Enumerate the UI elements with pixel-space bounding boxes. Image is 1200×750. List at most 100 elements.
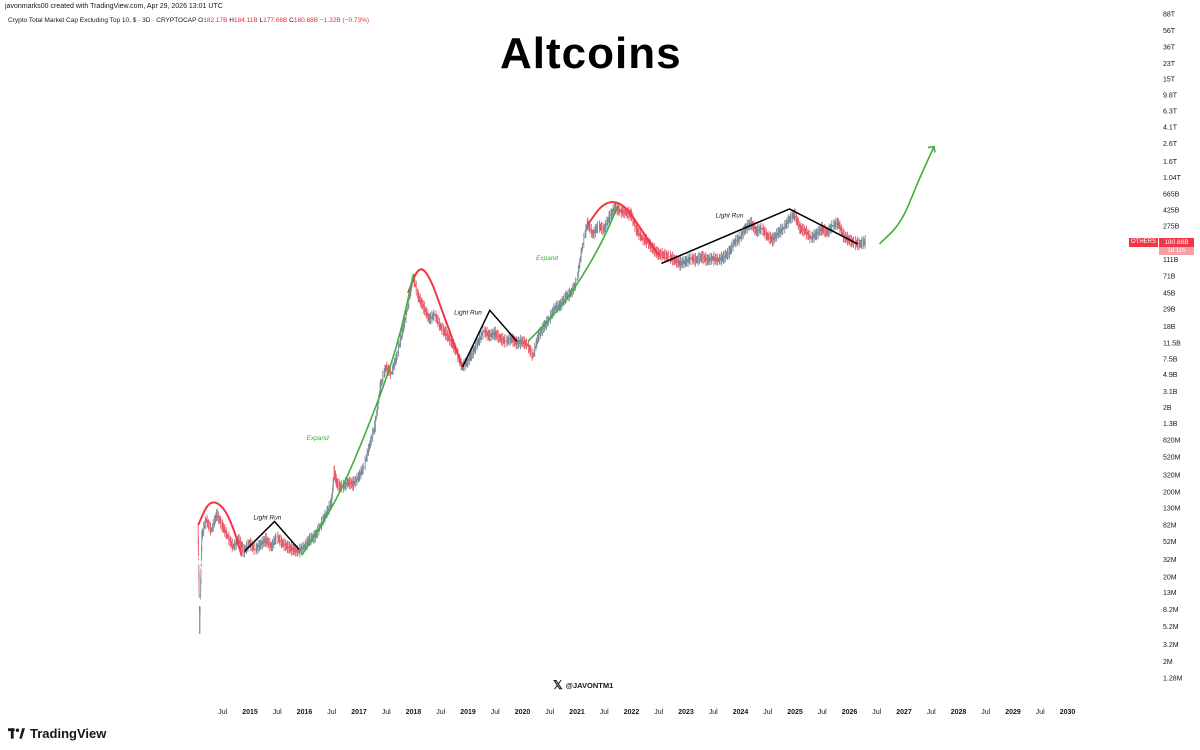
y-tick-label: 3.2M [1163, 642, 1179, 649]
y-tick-label: 36T [1163, 44, 1176, 51]
watermark-handle: @JAVONTM1 [565, 680, 614, 690]
x-tick-label: 2020 [515, 709, 531, 716]
x-tick-label: 2022 [624, 709, 640, 716]
y-tick-label: 15T [1163, 77, 1176, 84]
green-arc [527, 205, 619, 343]
black-trendline [661, 208, 859, 265]
open-label: O [198, 17, 204, 24]
red-arc [197, 501, 243, 557]
price-tag-value: 180.88B [1159, 238, 1194, 247]
y-tick-label: 4.1T [1163, 124, 1178, 131]
trend-drawings [197, 145, 936, 557]
y-tick-label: 13M [1163, 590, 1177, 597]
y-tick-label: 4.9B [1163, 372, 1178, 379]
annotation-label: Expand [307, 435, 329, 442]
time-axis[interactable]: Jul 2015 Jul 2016 Jul 2017 Jul 2018 Jul 2019 Jul 20… [218, 709, 1075, 716]
red-arc [587, 201, 660, 256]
arrow-head [927, 145, 936, 153]
open-value: 182.17B [203, 17, 228, 24]
y-tick-label: 1.04T [1163, 175, 1182, 182]
y-tick-label: 320M [1163, 472, 1181, 479]
y-tick-label: 8.2M [1163, 607, 1179, 614]
bar-countdown: 1d 11h [1159, 247, 1194, 255]
price-series [197, 202, 866, 634]
x-tick-label: Jul [327, 709, 336, 716]
y-tick-label: 71B [1163, 274, 1176, 281]
y-tick-label: 2M [1163, 659, 1173, 666]
x-tick-label: Jul [218, 709, 227, 716]
low-label: L [259, 17, 264, 24]
y-tick-label: 2.6T [1163, 141, 1178, 148]
tradingview-brand: TradingView [30, 726, 107, 741]
symbol-description: Crypto Total Market Cap Excluding Top 10… [8, 17, 197, 24]
high-label: H [229, 17, 234, 24]
x-tick-label: Jul [981, 709, 990, 716]
annotations: Light Run Expand Light Run Expand Light Run [254, 212, 744, 521]
x-tick-label: Jul [818, 709, 827, 716]
black-trendline [244, 520, 300, 552]
x-tick-label: 2024 [733, 709, 749, 716]
x-tick-label: Jul [436, 709, 445, 716]
close-label: C [289, 17, 294, 24]
black-trendline [461, 308, 518, 368]
y-tick-label: 200M [1163, 490, 1181, 497]
tradingview-logo-icon [8, 728, 25, 739]
symbol-legend: Crypto Total Market Cap Excluding Top 10… [8, 17, 369, 24]
annotation-label: Light Run [454, 309, 482, 316]
x-tick-label: Jul [491, 709, 500, 716]
change-value: −1.32B (−0.73%) [319, 17, 370, 24]
y-tick-label: 3.1B [1163, 389, 1178, 396]
y-tick-label: 45B [1163, 290, 1176, 297]
y-tick-label: 88T [1163, 12, 1176, 19]
low-value: 177.66B [263, 17, 288, 24]
y-tick-label: 6.3T [1163, 109, 1178, 116]
x-tick-label: Jul [654, 709, 663, 716]
y-tick-label: 1.6T [1163, 159, 1178, 166]
x-tick-label: Jul [763, 709, 772, 716]
y-tick-label: 275B [1163, 224, 1180, 231]
x-tick-label: 2025 [787, 709, 803, 716]
x-tick-label: Jul [382, 709, 391, 716]
x-tick-label: Jul [927, 709, 936, 716]
y-tick-label: 111B [1163, 257, 1179, 264]
price-axis[interactable]: 1.28M 2M 3.2M 5.2M 8.2M 13M 20M 32M 52M 82M 130M 20… [1163, 12, 1183, 683]
y-tick-label: 1.3B [1163, 421, 1178, 428]
author-watermark: 𝕏 @JAVONTM1 [553, 679, 613, 691]
x-tick-label: Jul [273, 709, 282, 716]
y-tick-label: 29B [1163, 307, 1176, 314]
y-tick-label: 9.8T [1163, 92, 1178, 99]
y-tick-label: 56T [1163, 28, 1176, 35]
y-tick-label: 23T [1163, 61, 1176, 68]
x-tick-label: 2023 [678, 709, 694, 716]
y-tick-label: 820M [1163, 438, 1181, 445]
high-value: 184.11B [233, 17, 258, 24]
green-arc [878, 146, 935, 245]
x-tick-label: Jul [600, 709, 609, 716]
annotation-label: Expand [536, 255, 558, 262]
tradingview-logo[interactable]: TradingView [8, 726, 106, 741]
y-tick-label: 11.5B [1163, 341, 1181, 348]
y-tick-label: 2B [1163, 405, 1172, 412]
x-tick-label: 2028 [951, 709, 967, 716]
y-tick-label: 1.28M [1163, 676, 1183, 683]
annotation-label: Light Run [254, 515, 282, 522]
x-tick-label: 2019 [460, 709, 476, 716]
y-tick-label: 5.2M [1163, 624, 1179, 631]
x-tick-label: 2015 [242, 709, 258, 716]
y-tick-label: 20M [1163, 574, 1177, 581]
x-logo-icon: 𝕏 [553, 678, 563, 692]
chart-credit: javonmarks00 created with TradingView.co… [5, 3, 223, 10]
x-tick-label: 2026 [842, 709, 858, 716]
y-tick-label: 425B [1163, 208, 1180, 215]
x-tick-label: 2029 [1005, 709, 1021, 716]
x-tick-label: 2027 [896, 709, 912, 716]
y-tick-label: 130M [1163, 505, 1181, 512]
y-tick-label: 18B [1163, 324, 1176, 331]
close-value: 180.88B [293, 17, 319, 24]
x-tick-label: Jul [1036, 709, 1045, 716]
y-tick-label: 520M [1163, 454, 1181, 461]
y-tick-label: 32M [1163, 557, 1177, 564]
x-tick-label: Jul [709, 709, 718, 716]
chart-title: Altcoins [500, 29, 682, 78]
